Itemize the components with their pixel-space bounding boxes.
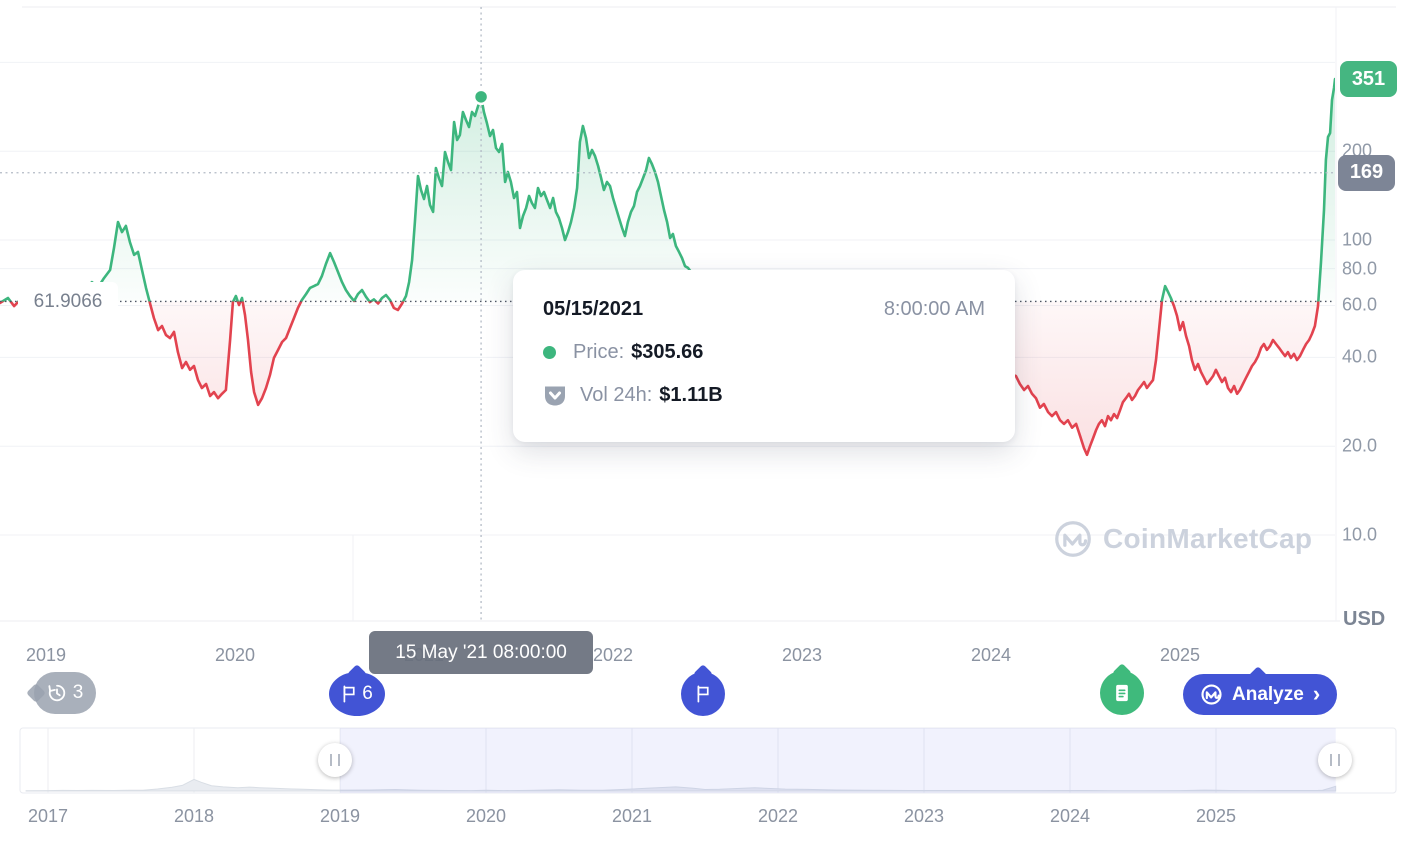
grip-icon — [1330, 754, 1340, 766]
y-axis-label: 60.0 — [1342, 294, 1378, 315]
current-price-badge: 351 — [1340, 61, 1397, 98]
chart-tooltip: 05/15/2021 8:00:00 AM Price: $305.66 Vol… — [513, 270, 1015, 442]
navigator-year-label: 2021 — [611, 806, 653, 826]
coinmarketcap-logo-icon — [1201, 684, 1222, 705]
analyze-button[interactable]: Analyze › — [1183, 666, 1338, 715]
flag-event-marker[interactable] — [681, 664, 725, 716]
price-series-dot-icon — [543, 346, 556, 359]
baseline-price-label: 61.9066 — [18, 282, 118, 322]
flag-icon — [343, 685, 355, 703]
navigator-year-label: 2023 — [903, 806, 945, 826]
watermark-text: CoinMarketCap — [1103, 523, 1313, 554]
navigator-year-label: 2019 — [319, 806, 361, 826]
grip-icon — [330, 754, 340, 766]
y-axis-label: 20.0 — [1342, 435, 1378, 456]
x-axis-label: 2024 — [970, 645, 1012, 665]
x-axis-label: 2022 — [592, 645, 634, 665]
chevron-right-icon: › — [1312, 680, 1321, 706]
range-handle-left[interactable] — [318, 743, 352, 777]
history-count: 3 — [72, 682, 84, 703]
x-axis-label: 2019 — [25, 645, 67, 665]
x-axis-label: 2025 — [1159, 645, 1201, 665]
y-axis-label: 80.0 — [1342, 258, 1378, 279]
currency-unit-label: USD — [1343, 608, 1386, 630]
tooltip-date: 05/15/2021 — [543, 298, 644, 320]
tooltip-volume-label: Vol 24h: — [580, 384, 653, 406]
flag-count: 6 — [362, 683, 373, 704]
y-axis-label: 40.0 — [1342, 346, 1378, 367]
navigator-year-label: 2018 — [173, 806, 215, 826]
y-axis-label: 100 — [1342, 229, 1373, 250]
navigator-year-label: 2024 — [1049, 806, 1091, 826]
x-axis-label: 2020 — [214, 645, 256, 665]
volume-shield-icon — [545, 386, 565, 405]
history-clock-icon — [48, 684, 65, 702]
history-events-marker[interactable]: 3 — [26, 672, 96, 714]
navigator-year-label: 2017 — [27, 806, 69, 826]
tooltip-price-label: Price: — [573, 341, 625, 363]
navigator-year-label: 2020 — [465, 806, 507, 826]
navigator-year-label: 2025 — [1195, 806, 1237, 826]
tooltip-time: 8:00:00 AM — [883, 298, 985, 320]
navigator-year-label: 2022 — [757, 806, 799, 826]
analyze-label: Analyze — [1232, 683, 1304, 705]
tooltip-price-value: $305.66 — [631, 341, 704, 363]
news-event-marker[interactable] — [1100, 663, 1144, 715]
x-axis-label: 2023 — [781, 645, 823, 665]
crosshair-date-tooltip: 15 May '21 08:00:00 — [369, 631, 594, 674]
tooltip-volume-value: $1.11B — [659, 384, 723, 406]
watermark: CoinMarketCap — [1053, 519, 1312, 559]
flag-events-cluster-marker[interactable]: 6 — [329, 664, 385, 716]
range-handle-right[interactable] — [1318, 743, 1352, 777]
coinmarketcap-logo-icon — [1055, 521, 1091, 557]
flag-icon — [697, 685, 709, 703]
y-axis-label: 10.0 — [1342, 524, 1378, 545]
crosshair-price-badge: 169 — [1338, 154, 1395, 191]
tooltip-volume-row: Vol 24h: $1.11B — [543, 384, 985, 407]
document-icon — [1116, 684, 1128, 702]
tooltip-price-row: Price: $305.66 — [543, 341, 985, 364]
